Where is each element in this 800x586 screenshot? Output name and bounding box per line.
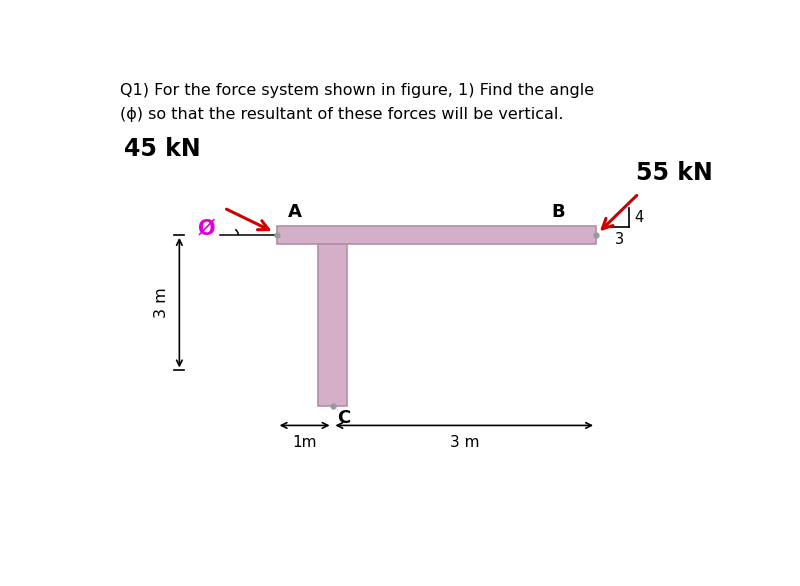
Text: 55 kN: 55 kN bbox=[636, 161, 713, 185]
Bar bbox=[277, 226, 596, 244]
Text: 3 m: 3 m bbox=[450, 435, 479, 451]
Text: B: B bbox=[551, 203, 565, 220]
Text: C: C bbox=[338, 409, 350, 427]
Text: 45 kN: 45 kN bbox=[123, 137, 200, 161]
Text: (ϕ) so that the resultant of these forces will be vertical.: (ϕ) so that the resultant of these force… bbox=[120, 107, 563, 122]
Text: 3 m: 3 m bbox=[154, 287, 170, 318]
Text: Ø: Ø bbox=[198, 218, 215, 239]
Bar bbox=[318, 244, 346, 407]
Text: 1m: 1m bbox=[292, 435, 317, 451]
Text: 3: 3 bbox=[615, 232, 624, 247]
Text: 4: 4 bbox=[634, 210, 643, 225]
Text: A: A bbox=[288, 203, 302, 220]
Text: Q1) For the force system shown in figure, 1) Find the angle: Q1) For the force system shown in figure… bbox=[120, 83, 594, 98]
